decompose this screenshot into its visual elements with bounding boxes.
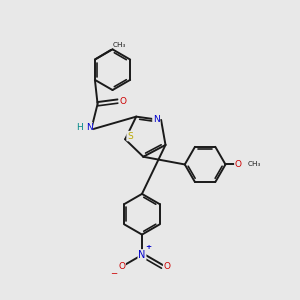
Text: O: O xyxy=(119,97,126,106)
Text: CH₃: CH₃ xyxy=(248,161,261,167)
Text: N: N xyxy=(138,250,146,260)
Text: −: − xyxy=(110,268,118,278)
Text: O: O xyxy=(164,262,171,271)
Text: O: O xyxy=(235,160,242,169)
Text: N: N xyxy=(85,123,92,132)
Text: S: S xyxy=(127,132,133,141)
Text: +: + xyxy=(145,244,152,250)
Text: N: N xyxy=(153,115,160,124)
Text: CH₃: CH₃ xyxy=(113,42,127,48)
Text: H: H xyxy=(76,123,83,132)
Text: O: O xyxy=(118,262,125,271)
